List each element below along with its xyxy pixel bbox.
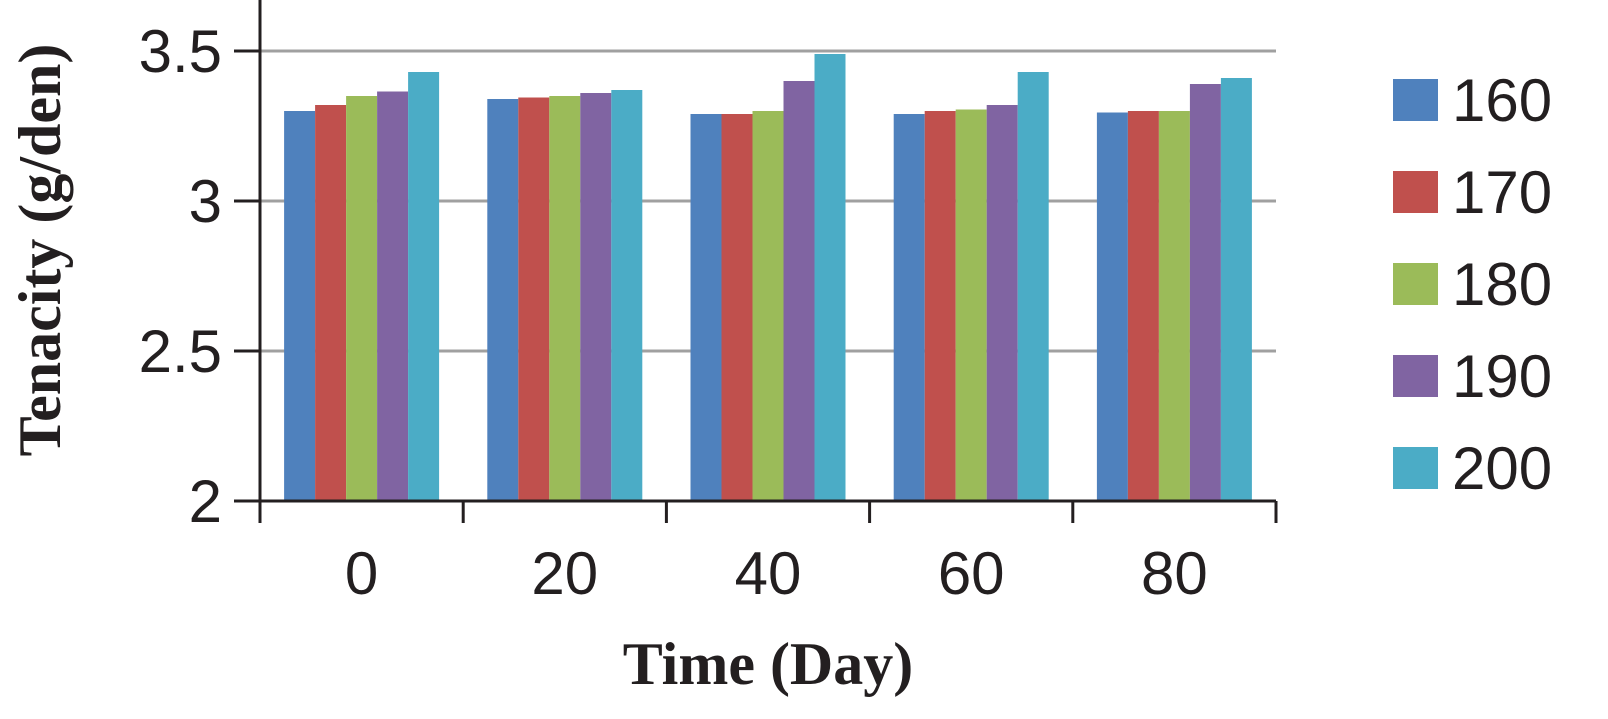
y-tick-label: 2.5 <box>139 318 222 385</box>
legend-swatch <box>1393 355 1438 397</box>
bar <box>1158 111 1190 501</box>
bar <box>377 91 409 501</box>
y-axis-title: Tenacity (g/den) <box>7 44 73 457</box>
bar <box>1127 111 1159 501</box>
bar <box>955 109 987 501</box>
bar <box>690 114 722 501</box>
bar <box>1220 78 1252 501</box>
bar <box>1017 72 1049 501</box>
legend-swatch <box>1393 79 1438 121</box>
y-tick-label: 2 <box>189 468 222 535</box>
bar <box>580 93 612 501</box>
bar <box>1096 112 1128 501</box>
axes <box>234 0 1276 503</box>
bar <box>1189 84 1221 501</box>
y-tick-label: 3.5 <box>139 18 222 85</box>
bar <box>408 72 440 501</box>
bars <box>284 54 1252 501</box>
bar <box>721 114 753 501</box>
legend-label: 160 <box>1452 67 1552 134</box>
legend-label: 190 <box>1452 343 1552 410</box>
legend-label: 180 <box>1452 251 1552 318</box>
bar <box>549 96 581 501</box>
x-tick-label: 20 <box>531 540 598 607</box>
bar <box>752 111 784 501</box>
bar <box>814 54 846 501</box>
bar <box>346 96 378 501</box>
legend-label: 170 <box>1452 159 1552 226</box>
x-tick-labels: 0 20 40 60 80 <box>258 501 1278 607</box>
bar <box>986 105 1018 501</box>
legend-swatch <box>1393 171 1438 213</box>
x-tick-label: 80 <box>1141 540 1208 607</box>
bar <box>924 111 956 501</box>
bar <box>315 105 347 501</box>
x-axis-title: Time (Day) <box>623 631 914 697</box>
bar <box>783 81 815 501</box>
legend: 160 170 180 190 200 <box>1393 67 1552 502</box>
y-tick-labels: 2 2.5 3 3.5 <box>139 18 260 535</box>
bar <box>611 90 643 501</box>
bar <box>284 111 316 501</box>
legend-label: 200 <box>1452 435 1552 502</box>
y-tick-label: 3 <box>189 168 222 235</box>
x-tick-label: 60 <box>938 540 1005 607</box>
x-tick-label: 0 <box>345 540 378 607</box>
legend-swatch <box>1393 263 1438 305</box>
legend-swatch <box>1393 447 1438 489</box>
bar <box>518 97 550 501</box>
bar <box>487 99 519 501</box>
bar <box>893 114 925 501</box>
x-tick-label: 40 <box>735 540 802 607</box>
